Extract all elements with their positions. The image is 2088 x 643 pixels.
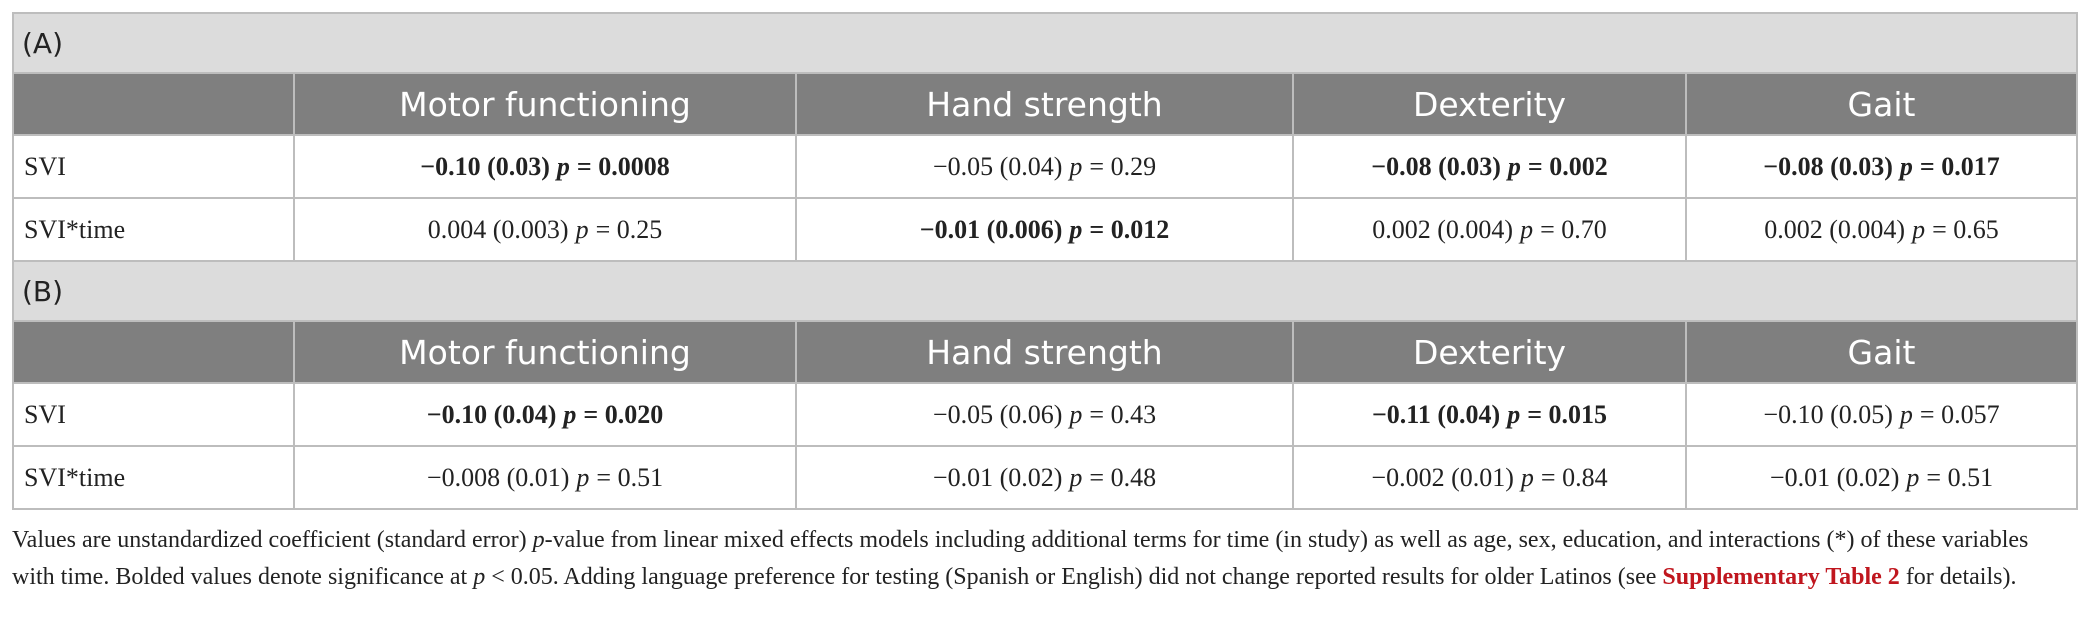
p-symbol: p [1520, 214, 1534, 244]
estimate: 0.004 (0.003) [427, 214, 569, 244]
header-cell: Hand strength [795, 72, 1294, 136]
cell: −0.10 (0.05) p = 0.057 [1685, 382, 2078, 447]
p-value: = 0.48 [1089, 462, 1157, 492]
p-value: = 0.84 [1540, 462, 1608, 492]
cell: 0.002 (0.004) p = 0.65 [1685, 197, 2078, 262]
p-value: = 0.012 [1089, 214, 1170, 244]
footnote: Values are unstandardized coefficient (s… [12, 522, 2076, 596]
cell: 0.004 (0.003) p = 0.25 [293, 197, 797, 262]
cell: −0.01 (0.02) p = 0.51 [1685, 445, 2078, 510]
header-cell: Gait [1685, 72, 2078, 136]
header-cell: Motor functioning [293, 320, 797, 384]
estimate: −0.05 (0.06) [932, 399, 1063, 429]
estimate: −0.10 (0.05) [1763, 399, 1893, 429]
cell: −0.05 (0.06) p = 0.43 [795, 382, 1294, 447]
p-value: = 0.65 [1932, 214, 1999, 244]
estimate: −0.10 (0.04) [426, 399, 557, 429]
data-row: SVI −0.10 (0.04) p = 0.020 −0.05 (0.06) p = 0.… [12, 382, 2078, 447]
p-value: = 0.0008 [576, 151, 670, 181]
row-label: SVI [12, 134, 295, 199]
p-symbol: p [1899, 151, 1913, 181]
p-symbol: p [1069, 214, 1083, 244]
header-cell: Dexterity [1292, 72, 1687, 136]
footnote-text: Values are unstandardized coefficient (s… [12, 527, 533, 553]
p-value: = 0.015 [1527, 399, 1608, 429]
panel-label: (B) [12, 260, 2078, 322]
estimate: −0.01 (0.02) [1769, 462, 1900, 492]
cell: −0.10 (0.03) p = 0.0008 [293, 134, 797, 199]
p-value: = 0.020 [583, 399, 664, 429]
p-symbol: p [1899, 399, 1913, 429]
header-cell: Hand strength [795, 320, 1294, 384]
row-label: SVI [12, 382, 295, 447]
cell: −0.08 (0.03) p = 0.017 [1685, 134, 2078, 199]
results-table: (A) Motor functioning Hand strength Dexteri… [12, 12, 2078, 510]
estimate: 0.002 (0.004) [1764, 214, 1906, 244]
estimate: −0.002 (0.01) [1371, 462, 1514, 492]
cell: −0.08 (0.03) p = 0.002 [1292, 134, 1687, 199]
p-symbol: p [1906, 462, 1920, 492]
cell: −0.01 (0.006) p = 0.012 [795, 197, 1294, 262]
footnote-link[interactable]: Supplementary Table 2 [1662, 564, 1900, 590]
cell: −0.10 (0.04) p = 0.020 [293, 382, 797, 447]
cell: −0.05 (0.04) p = 0.29 [795, 134, 1294, 199]
estimate: −0.05 (0.04) [932, 151, 1063, 181]
header-cell: Gait [1685, 320, 2078, 384]
cell: −0.01 (0.02) p = 0.48 [795, 445, 1294, 510]
p-value: = 0.057 [1919, 399, 2000, 429]
estimate: −0.01 (0.02) [932, 462, 1063, 492]
estimate: −0.01 (0.006) [919, 214, 1063, 244]
row-label: SVI*time [12, 445, 295, 510]
data-row: SVI*time −0.008 (0.01) p = 0.51 −0.01 (0.02)… [12, 445, 2078, 510]
p-symbol: p [575, 214, 589, 244]
p-value: = 0.29 [1089, 151, 1157, 181]
p-symbol: p [563, 399, 577, 429]
estimate: 0.002 (0.004) [1372, 214, 1514, 244]
p-value: = 0.002 [1527, 151, 1608, 181]
p-value: = 0.51 [596, 462, 664, 492]
panel-label-row: (B) [12, 260, 2078, 322]
footnote-text: for details). [1899, 564, 2017, 590]
estimate: −0.08 (0.03) [1371, 151, 1501, 181]
footnote-text: < 0.05. Adding language preference for t… [485, 564, 1663, 590]
header-row: Motor functioning Hand strength Dexterity G… [12, 320, 2078, 384]
header-cell [12, 72, 295, 136]
p-value: = 0.25 [595, 214, 663, 244]
p-symbol: p [1069, 399, 1083, 429]
header-cell [12, 320, 295, 384]
cell: −0.002 (0.01) p = 0.84 [1292, 445, 1687, 510]
footnote-text: p [532, 527, 545, 553]
footnote-text: -value from linear mixed effects models … [12, 527, 2029, 590]
p-symbol: p [1069, 151, 1083, 181]
p-value: = 0.70 [1540, 214, 1607, 244]
panel-label: (A) [12, 12, 2078, 74]
cell: −0.008 (0.01) p = 0.51 [293, 445, 797, 510]
estimate: −0.10 (0.03) [420, 151, 550, 181]
header-cell: Motor functioning [293, 72, 797, 136]
estimate: −0.11 (0.04) [1371, 399, 1501, 429]
p-symbol: p [556, 151, 570, 181]
p-symbol: p [1507, 151, 1521, 181]
p-value: = 0.017 [1919, 151, 2000, 181]
header-cell: Dexterity [1292, 320, 1687, 384]
estimate: −0.008 (0.01) [426, 462, 570, 492]
p-value: = 0.43 [1089, 399, 1157, 429]
footnote-text: p [473, 564, 486, 590]
p-symbol: p [1912, 214, 1926, 244]
p-symbol: p [1507, 399, 1521, 429]
header-row: Motor functioning Hand strength Dexterity G… [12, 72, 2078, 136]
cell: 0.002 (0.004) p = 0.70 [1292, 197, 1687, 262]
panel-label-row: (A) [12, 12, 2078, 74]
p-symbol: p [1069, 462, 1083, 492]
p-value: = 0.51 [1926, 462, 1994, 492]
data-row: SVI −0.10 (0.03) p = 0.0008 −0.05 (0.04) p = 0… [12, 134, 2078, 199]
data-row: SVI*time 0.004 (0.003) p = 0.25 −0.01 (0.006… [12, 197, 2078, 262]
cell: −0.11 (0.04) p = 0.015 [1292, 382, 1687, 447]
p-symbol: p [1520, 462, 1534, 492]
estimate: −0.08 (0.03) [1763, 151, 1893, 181]
row-label: SVI*time [12, 197, 295, 262]
p-symbol: p [576, 462, 590, 492]
